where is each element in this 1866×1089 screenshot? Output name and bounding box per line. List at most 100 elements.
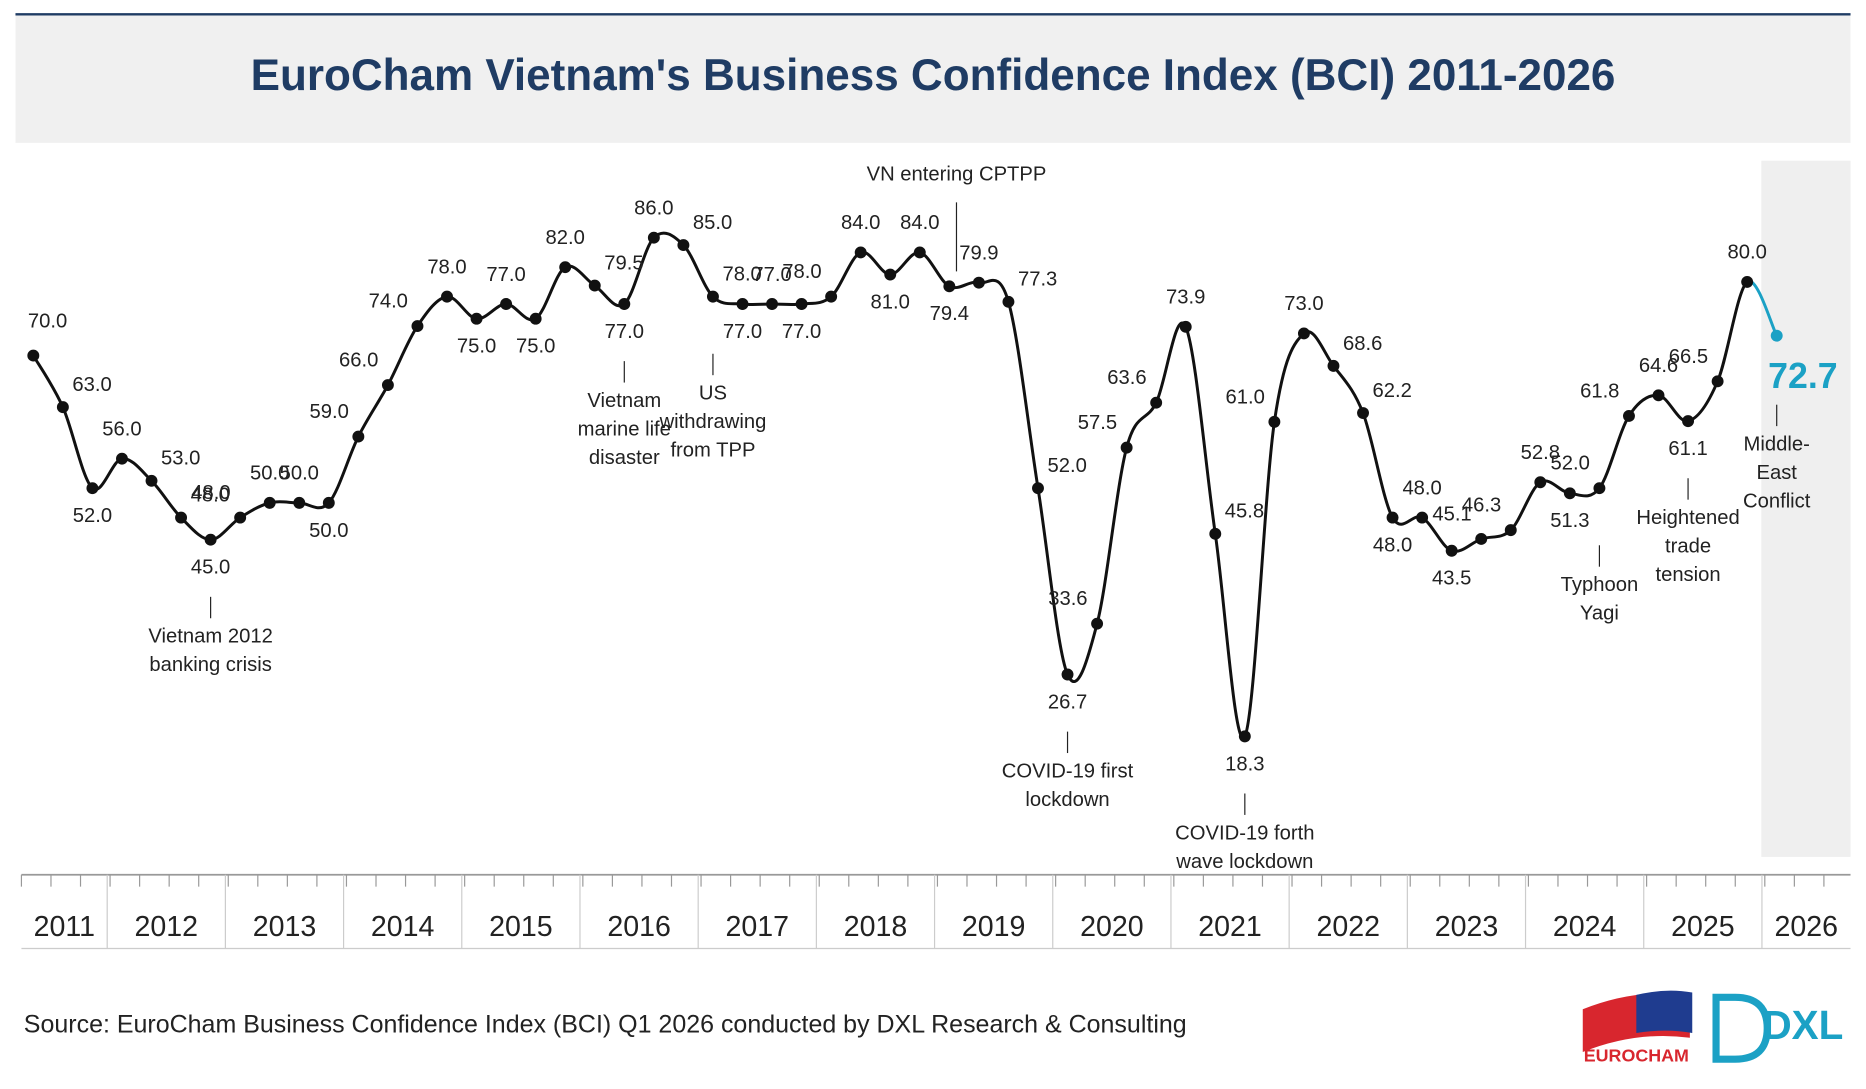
value-label: 80.0 [1727,242,1766,264]
point [411,320,424,333]
annotation: Yagi [1580,603,1619,625]
annotation: Middle- [1744,434,1810,456]
point [736,298,749,310]
value-label: 61.1 [1668,438,1707,460]
value-label: 61.0 [1225,386,1264,408]
value-label: 72.7 [1768,356,1837,396]
x-tick-label: 2020 [1080,911,1144,943]
value-label: 79.9 [959,242,998,264]
logo-d [1712,993,1771,1063]
point [1563,487,1576,500]
title-box [15,14,1851,143]
value-label: 48.0 [1402,477,1441,499]
value-label: 50.0 [309,520,348,542]
point [1268,415,1281,428]
point [234,511,247,524]
point [854,246,867,259]
dxl-logo: DXL [1712,993,1843,1063]
value-label: 73.0 [1284,293,1323,315]
point [1445,544,1458,557]
annotation: banking crisis [149,654,272,676]
annotation: disaster [589,447,660,469]
point [1002,295,1015,308]
value-label: 78.0 [722,264,761,286]
value-label: 50.0 [250,463,289,485]
value-label: 79.5 [604,253,643,275]
logo-text: DXL [1762,1002,1843,1048]
value-label: 86.0 [634,197,673,219]
annotation: from TPP [670,440,755,462]
point [706,290,719,303]
forecast-band [1761,160,1851,857]
value-label: 59.0 [309,401,348,423]
eurocham-logo: EUROCHAM [1582,990,1693,1066]
x-tick-label: 2021 [1198,911,1262,943]
annotation: marine life [578,418,671,440]
point [145,474,158,487]
annotation: Typhoon [1561,574,1639,596]
point [1711,375,1724,388]
point [470,312,483,325]
annotation: VN entering CPTPP [867,163,1047,185]
point [56,401,69,414]
point [677,239,690,252]
point [1238,730,1251,743]
value-label: 70.0 [28,311,67,333]
point [1179,320,1192,333]
value-label: 50.0 [280,463,319,485]
value-label: 51.3 [1550,510,1589,532]
point [1386,511,1399,524]
point [1150,396,1163,409]
value-label: 62.2 [1373,380,1412,402]
value-label: 82.0 [546,227,585,249]
value-label: 63.0 [72,374,111,396]
value-label: 64.6 [1639,355,1678,377]
chart-title: EuroCham Vietnam's Business Confidence I… [251,51,1616,100]
point [1327,359,1340,372]
point [1475,533,1488,545]
point [352,430,365,443]
annotation: US [699,383,727,405]
x-tick-label: 2018 [844,911,908,943]
point [1741,275,1754,288]
point [175,511,188,524]
point [1504,524,1517,537]
point [1682,415,1695,428]
annotation: wave lockdown [1175,851,1313,873]
point [1416,511,1429,524]
logo-flag-eu [1636,990,1693,1034]
value-label: 77.0 [486,264,525,286]
point [588,279,601,292]
value-label: 77.0 [752,264,791,286]
value-label: 53.0 [161,448,200,470]
value-label: 52.8 [1521,442,1560,464]
x-tick-label: 2025 [1671,911,1735,943]
point [943,280,956,293]
value-label: 75.0 [516,336,555,358]
x-tick-label: 2011 [34,911,95,943]
point [1623,410,1635,422]
value-label: 78.0 [427,256,466,278]
value-label: 81.0 [871,291,910,313]
point [1120,441,1133,454]
point [263,496,276,509]
point [559,261,572,274]
point [647,231,660,244]
value-label: 84.0 [900,212,939,234]
annotation: East [1756,462,1797,484]
value-label: 61.8 [1580,381,1619,403]
value-label: 48.0 [1373,535,1412,557]
point [27,349,40,362]
annotation: Vietnam [587,390,661,412]
x-tick-label: 2017 [726,911,790,943]
value-label: 68.6 [1343,333,1382,355]
point [1091,617,1104,630]
value-label: 77.0 [782,321,821,343]
source: Source: EuroCham Business Confidence Ind… [24,1010,1187,1038]
annotation: tension [1655,564,1720,586]
x-tick-label: 2012 [135,911,199,943]
value-label: 75.0 [457,336,496,358]
x-tick-label: 2015 [489,911,553,943]
